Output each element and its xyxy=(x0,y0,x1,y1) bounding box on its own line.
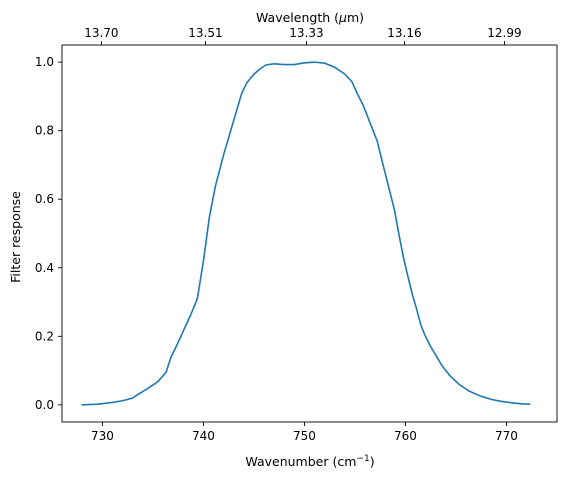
x-tick-label: 760 xyxy=(394,429,417,443)
y-tick-label: 0.4 xyxy=(35,261,54,275)
y-axis-ticks: 0.0 0.2 0.4 0.6 0.8 1.0 xyxy=(35,55,62,412)
top-x-axis-label: Wavelength (μm) xyxy=(256,10,364,25)
top-x-axis-ticks: 13.70 13.51 13.33 13.16 12.99 xyxy=(84,26,522,45)
x-axis-label: Wavenumber (cm−1) xyxy=(245,454,374,469)
top-x-tick-label: 13.51 xyxy=(188,26,222,40)
y-tick-label: 0.6 xyxy=(35,192,54,206)
plot-area xyxy=(61,44,558,423)
y-tick-label: 0.8 xyxy=(35,124,54,138)
y-tick-label: 0.0 xyxy=(35,398,54,412)
y-axis-label: Filter response xyxy=(8,191,23,283)
top-x-tick-label: 13.16 xyxy=(387,26,421,40)
top-x-tick-label: 13.33 xyxy=(289,26,323,40)
line-layer xyxy=(81,61,531,406)
x-tick-label: 740 xyxy=(192,429,215,443)
top-x-tick-label: 12.99 xyxy=(487,26,521,40)
x-tick-label: 770 xyxy=(495,429,518,443)
x-axis-ticks: 730 740 750 760 770 xyxy=(91,422,518,443)
x-tick-label: 730 xyxy=(91,429,114,443)
top-x-tick-label: 13.70 xyxy=(84,26,118,40)
y-tick-label: 1.0 xyxy=(35,55,54,69)
plot-frame xyxy=(61,44,558,423)
x-tick-label: 750 xyxy=(293,429,316,443)
y-tick-label: 0.2 xyxy=(35,329,54,343)
series-line xyxy=(81,61,531,406)
